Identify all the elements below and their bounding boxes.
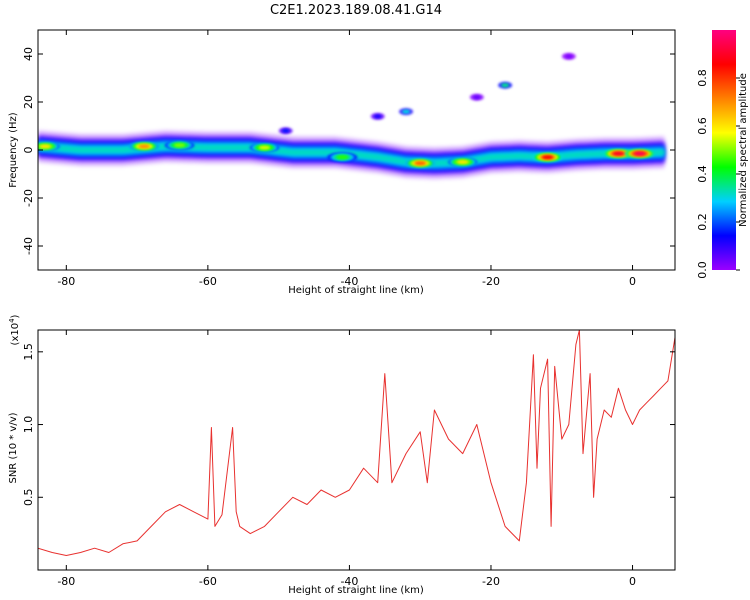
spectrogram-y-axis-label: Frequency (Hz) bbox=[8, 112, 19, 188]
snr-series-line bbox=[38, 330, 675, 556]
spectrogram-outlier-core bbox=[501, 83, 510, 88]
snr-panel: -80 -60 -40 -20 0 0.5 1.0 1.5 Height of straig… bbox=[8, 314, 676, 596]
spectrogram-y-tick-label: -40 bbox=[22, 237, 35, 255]
colorbar-label: Normalized spectral amplitude bbox=[738, 73, 749, 227]
spectrogram-x-tick-label: 0 bbox=[629, 275, 636, 288]
spectrogram-y-tick-label: 0 bbox=[22, 147, 35, 154]
spectrogram-hotspot bbox=[633, 151, 646, 156]
colorbar-tick-label: 0.4 bbox=[696, 165, 709, 183]
colorbar-tick-label: 0.2 bbox=[696, 213, 709, 231]
spectrogram-hotspot bbox=[336, 155, 349, 160]
spectrogram-y-tick-label: 40 bbox=[22, 47, 35, 61]
spectrogram-outlier-core bbox=[564, 54, 573, 59]
snr-frame bbox=[37, 329, 676, 571]
snr-x-tick-label: 0 bbox=[629, 575, 636, 588]
spectrogram-hotspot bbox=[39, 144, 51, 149]
snr-x-ticks: -80 -60 -40 -20 0 bbox=[57, 330, 636, 588]
spectrogram-hotspot bbox=[414, 161, 427, 166]
spectrogram-hotspot bbox=[258, 145, 271, 150]
spectrogram-x-tick-label: -80 bbox=[57, 275, 75, 288]
spectrogram-x-tick-label: -20 bbox=[482, 275, 500, 288]
spectrogram-hotspot bbox=[138, 144, 150, 149]
snr-y-multiplier-close: ) bbox=[10, 314, 21, 318]
snr-y-multiplier-base: (x10 bbox=[10, 323, 21, 346]
snr-x-tick-label: -20 bbox=[482, 575, 500, 588]
colorbar-ticks: 0.0 0.2 0.4 0.6 0.8 bbox=[696, 69, 740, 279]
spectrogram-outlier-core bbox=[373, 114, 382, 119]
spectrogram-y-tick-label: -20 bbox=[22, 189, 35, 207]
colorbar-tick-label: 0.6 bbox=[696, 117, 709, 135]
snr-y-axis-label: SNR (10 * v/v) bbox=[8, 412, 19, 483]
spectrogram-x-tick-label: -60 bbox=[199, 275, 217, 288]
spectrogram-hotspot bbox=[541, 155, 554, 160]
spectrogram-y-tick-label: 20 bbox=[22, 95, 35, 109]
spectrogram-x-ticks: -80 -60 -40 -20 0 bbox=[57, 30, 636, 288]
spectrogram-hotspot bbox=[612, 151, 625, 156]
spectrogram-hotspot bbox=[456, 160, 469, 164]
colorbar-tick-label: 0.8 bbox=[696, 69, 709, 87]
colorbar-tick-label: 0.0 bbox=[696, 261, 709, 279]
spectrogram-x-axis-label: Height of straight line (km) bbox=[288, 285, 424, 296]
colorbar: 0.0 0.2 0.4 0.6 0.8 Normalized spectral ampl… bbox=[696, 30, 749, 279]
colorbar-strip bbox=[712, 30, 736, 270]
spectrogram-outlier-core bbox=[472, 95, 481, 100]
snr-y-tick-label: 0.5 bbox=[22, 489, 35, 507]
snr-y-tick-label: 1.5 bbox=[22, 343, 35, 361]
snr-background bbox=[38, 330, 675, 570]
snr-x-tick-label: -40 bbox=[340, 575, 358, 588]
snr-x-tick-label: -60 bbox=[199, 575, 217, 588]
snr-y-multiplier: (x104) bbox=[8, 314, 21, 345]
spectrogram-x-tick-label: -40 bbox=[340, 275, 358, 288]
snr-y-multiplier-exp: 4 bbox=[8, 318, 16, 323]
snr-x-axis-label: Height of straight line (km) bbox=[288, 585, 424, 596]
spectrogram-outlier-core bbox=[402, 109, 411, 114]
spectrogram-marks bbox=[38, 52, 665, 179]
spectrogram-y-ticks: -40 -20 0 20 40 bbox=[22, 47, 675, 255]
spectrogram-hotspot bbox=[173, 143, 186, 148]
snr-y-ticks: 0.5 1.0 1.5 bbox=[22, 343, 675, 506]
figure-title: C2E1.2023.189.08.41.G14 bbox=[270, 3, 442, 18]
snr-marks bbox=[38, 330, 675, 556]
spectrogram-panel: -80 -60 -40 -20 0 -40 -20 0 20 40 Height of stra… bbox=[8, 29, 676, 296]
snr-y-tick-label: 1.0 bbox=[22, 416, 35, 434]
spectrogram-outlier-core bbox=[281, 128, 290, 133]
snr-x-tick-label: -80 bbox=[57, 575, 75, 588]
